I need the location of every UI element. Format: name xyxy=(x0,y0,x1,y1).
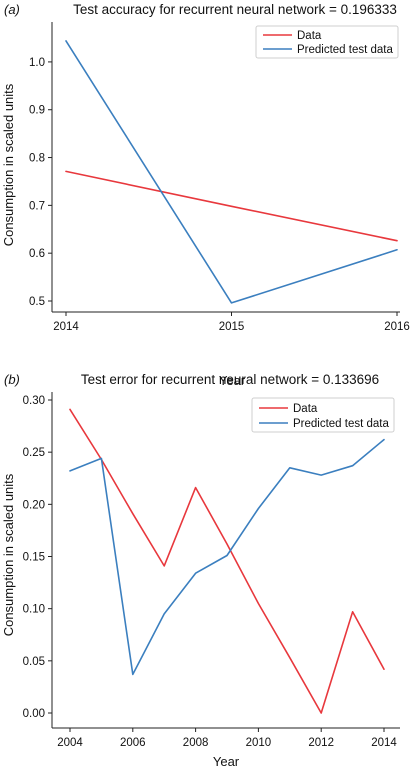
y-tick-label: 0.8 xyxy=(29,153,45,165)
series-line-data xyxy=(69,408,385,714)
y-ticks-b: 0.00 0.05 0.10 0.15 0.20 0.25 0.30 xyxy=(23,395,52,720)
x-tick-label: 2014 xyxy=(53,321,79,333)
series-lines-a xyxy=(65,40,398,304)
y-tick-label: 0.15 xyxy=(23,552,45,564)
series-line-predicted xyxy=(65,40,398,304)
y-tick-label: 0.5 xyxy=(29,296,45,308)
y-axis-label-a: Consumption in scaled units xyxy=(1,83,16,246)
series-lines-b xyxy=(69,408,385,714)
chart-b: (b) Test error for recurrent neural netw… xyxy=(1,372,400,769)
x-tick-label: 2012 xyxy=(308,737,334,749)
x-tick-label: 2015 xyxy=(219,321,245,333)
y-tick-label: 0.30 xyxy=(23,395,45,407)
legend-label-predicted-a: Predicted test data xyxy=(297,44,393,56)
y-tick-label: 0.10 xyxy=(23,604,45,616)
y-tick-label: 0.20 xyxy=(23,499,45,511)
chart-title-a: Test accuracy for recurrent neural netwo… xyxy=(73,2,397,17)
legend-label-data-a: Data xyxy=(297,30,322,42)
y-tick-label: 0.6 xyxy=(29,248,45,260)
y-tick-label: 0.00 xyxy=(23,708,45,720)
series-line-predicted xyxy=(69,438,385,676)
y-ticks-a: 0.5 0.6 0.7 0.8 0.9 1.0 xyxy=(29,57,52,308)
legend-box-a xyxy=(255,25,399,59)
legend-b: Data Predicted test data xyxy=(251,397,395,433)
y-tick-label: 0.7 xyxy=(29,200,45,212)
y-tick-label: 1.0 xyxy=(29,57,45,69)
x-ticks-b: 2004 2006 2008 2010 2012 2014 xyxy=(57,728,397,749)
x-tick-label: 2006 xyxy=(120,737,146,749)
legend-a: Data Predicted test data xyxy=(255,25,399,59)
x-tick-label: 2010 xyxy=(246,737,272,749)
panel-label-b: (b) xyxy=(4,372,20,387)
legend-label-predicted-b: Predicted test data xyxy=(293,418,389,430)
y-tick-label: 0.25 xyxy=(23,447,45,459)
x-ticks-a: 2014 2015 2016 xyxy=(53,312,410,333)
x-tick-label: 2004 xyxy=(57,737,83,749)
x-tick-label: 2014 xyxy=(371,737,397,749)
y-tick-label: 0.9 xyxy=(29,105,45,117)
chart-a: (a) Test accuracy for recurrent neural n… xyxy=(1,2,410,388)
legend-label-data-b: Data xyxy=(293,403,318,415)
chart-title-b: Test error for recurrent neural network … xyxy=(81,372,379,387)
x-axis-label-b: Year xyxy=(213,754,240,769)
y-tick-label: 0.05 xyxy=(23,656,45,668)
series-line-data xyxy=(65,170,398,242)
x-tick-label: 2016 xyxy=(384,321,410,333)
panel-label-a: (a) xyxy=(4,2,20,17)
y-axis-label-b: Consumption in scaled units xyxy=(1,473,16,636)
x-tick-label: 2008 xyxy=(183,737,209,749)
x-axis-label-a: Year xyxy=(219,373,246,388)
